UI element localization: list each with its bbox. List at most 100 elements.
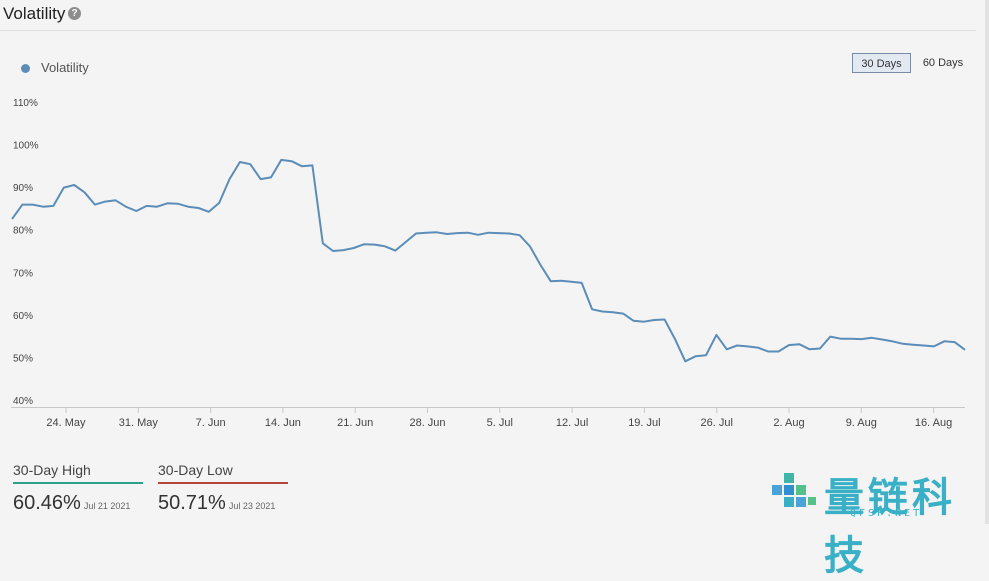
data-point[interactable] xyxy=(673,337,678,342)
data-point[interactable] xyxy=(797,342,802,347)
data-point[interactable] xyxy=(414,231,419,236)
data-point[interactable] xyxy=(227,177,232,182)
data-point[interactable] xyxy=(849,336,854,341)
legend-label[interactable]: Volatility xyxy=(41,60,89,75)
data-point[interactable] xyxy=(248,162,253,167)
data-point[interactable] xyxy=(103,199,108,204)
data-point[interactable] xyxy=(113,198,118,203)
data-point[interactable] xyxy=(807,347,812,352)
data-point[interactable] xyxy=(890,339,895,344)
data-point[interactable] xyxy=(320,241,325,246)
data-point[interactable] xyxy=(818,346,823,351)
data-point[interactable] xyxy=(465,230,470,235)
data-point[interactable] xyxy=(258,177,263,182)
data-point[interactable] xyxy=(175,201,180,206)
data-point[interactable] xyxy=(300,164,305,169)
data-point[interactable] xyxy=(351,246,356,251)
data-point[interactable] xyxy=(952,340,957,345)
data-point[interactable] xyxy=(683,359,688,364)
data-point[interactable] xyxy=(621,311,626,316)
data-point[interactable] xyxy=(310,163,315,168)
data-point[interactable] xyxy=(548,279,553,284)
data-point[interactable] xyxy=(776,349,781,354)
data-point[interactable] xyxy=(652,318,657,323)
scrollbar[interactable] xyxy=(985,0,989,524)
data-point[interactable] xyxy=(186,204,191,209)
data-point[interactable] xyxy=(144,203,149,208)
data-point[interactable] xyxy=(196,206,201,211)
range-60-days-button[interactable]: 60 Days xyxy=(922,57,964,69)
data-point[interactable] xyxy=(486,230,491,235)
data-point[interactable] xyxy=(476,232,481,237)
data-point[interactable] xyxy=(786,343,791,348)
data-point[interactable] xyxy=(838,336,843,341)
data-point[interactable] xyxy=(123,204,128,209)
data-point[interactable] xyxy=(289,159,294,164)
data-point[interactable] xyxy=(579,280,584,285)
data-point[interactable] xyxy=(331,249,336,254)
data-point[interactable] xyxy=(403,240,408,245)
data-point[interactable] xyxy=(507,231,512,236)
data-point[interactable] xyxy=(631,318,636,323)
data-point[interactable] xyxy=(362,242,367,247)
data-point[interactable] xyxy=(382,244,387,249)
data-point[interactable] xyxy=(704,353,709,358)
data-point[interactable] xyxy=(662,317,667,322)
data-point[interactable] xyxy=(559,278,564,283)
data-point[interactable] xyxy=(41,204,46,209)
data-point[interactable] xyxy=(714,332,719,337)
data-point[interactable] xyxy=(828,334,833,339)
data-point[interactable] xyxy=(372,242,377,247)
data-point[interactable] xyxy=(911,342,916,347)
data-point[interactable] xyxy=(341,248,346,253)
range-30-days-button[interactable]: 30 Days xyxy=(852,53,911,73)
data-point[interactable] xyxy=(206,209,211,214)
volatility-series-line[interactable] xyxy=(11,158,966,363)
data-point[interactable] xyxy=(942,339,947,344)
data-point[interactable] xyxy=(279,157,284,162)
data-point[interactable] xyxy=(610,310,615,315)
data-point[interactable] xyxy=(269,175,274,180)
data-point[interactable] xyxy=(745,344,750,349)
data-point[interactable] xyxy=(92,202,97,207)
data-point[interactable] xyxy=(963,347,968,352)
data-point[interactable] xyxy=(134,209,139,214)
data-point[interactable] xyxy=(72,183,77,188)
data-point[interactable] xyxy=(30,202,35,207)
data-point[interactable] xyxy=(424,230,429,235)
data-point[interactable] xyxy=(237,160,242,165)
data-point[interactable] xyxy=(10,217,15,222)
data-point[interactable] xyxy=(859,337,864,342)
data-point[interactable] xyxy=(921,343,926,348)
data-point[interactable] xyxy=(217,200,222,205)
data-point[interactable] xyxy=(51,203,56,208)
data-point[interactable] xyxy=(20,202,25,207)
data-point[interactable] xyxy=(766,349,771,354)
data-point[interactable] xyxy=(755,345,760,350)
data-point[interactable] xyxy=(569,279,574,284)
data-point[interactable] xyxy=(445,232,450,237)
data-point[interactable] xyxy=(590,307,595,312)
data-point[interactable] xyxy=(517,233,522,238)
data-point[interactable] xyxy=(393,248,398,253)
data-point[interactable] xyxy=(880,337,885,342)
data-point[interactable] xyxy=(900,341,905,346)
data-point[interactable] xyxy=(496,231,501,236)
data-point[interactable] xyxy=(869,335,874,340)
data-point[interactable] xyxy=(165,201,170,206)
data-point[interactable] xyxy=(82,190,87,195)
data-point[interactable] xyxy=(724,347,729,352)
data-point[interactable] xyxy=(434,230,439,235)
data-point[interactable] xyxy=(735,343,740,348)
data-point[interactable] xyxy=(538,262,543,267)
question-icon[interactable]: ? xyxy=(68,7,81,20)
data-point[interactable] xyxy=(61,185,66,190)
data-point[interactable] xyxy=(527,244,532,249)
data-point[interactable] xyxy=(641,319,646,324)
data-point[interactable] xyxy=(600,309,605,314)
data-point[interactable] xyxy=(155,204,160,209)
y-tick-label: 80% xyxy=(13,226,33,237)
data-point[interactable] xyxy=(455,231,460,236)
data-point[interactable] xyxy=(931,344,936,349)
data-point[interactable] xyxy=(693,354,698,359)
